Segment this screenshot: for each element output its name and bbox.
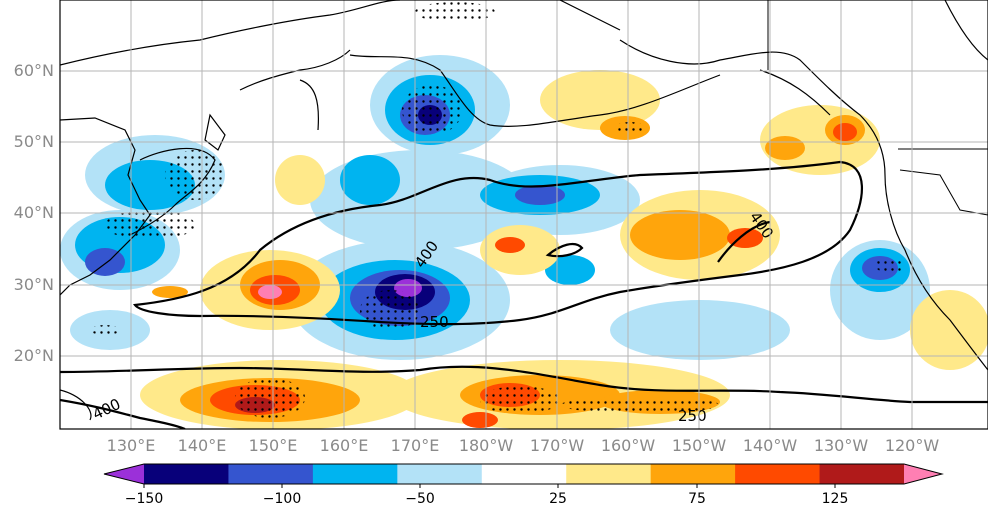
colorbar-arrow-min [104,464,144,484]
contour-lines [60,160,988,429]
colorbar-label-minus100: −100 [262,491,302,507]
anomaly-shading [60,55,988,429]
lon-label-140w: 140°W [742,436,798,455]
lon-label-150w: 150°W [671,436,727,455]
colorbar-segment [312,464,398,484]
significance-stippling [90,2,905,418]
colorbar-segment [819,464,905,484]
lat-label-20n: 20°N [13,346,54,365]
colorbar-segment [397,464,483,484]
colorbar-segment [650,464,736,484]
lat-label-40n: 40°N [13,203,54,222]
lon-label-130e: 130°E [106,436,156,455]
lon-label-130w: 130°W [813,436,869,455]
map-panel: 400 400 250 400 250 [60,0,988,429]
lon-label-140e: 140°E [177,436,227,455]
lon-label-180w: 180°W [458,436,514,455]
colorbar-arrow-max [904,464,942,484]
lon-label-120w: 120°W [884,436,940,455]
colorbar-label-125: 125 [821,491,849,507]
lon-label-160e: 160°E [319,436,369,455]
colorbar-segment [228,464,314,484]
lon-label-160w: 160°W [600,436,656,455]
contour-label-250-south: 250 [678,407,707,425]
colorbar-label-75: 75 [688,491,706,507]
lat-label-30n: 30°N [13,275,54,294]
lon-label-150e: 150°E [248,436,298,455]
lat-label-60n: 60°N [13,61,54,80]
colorbar-label-25: 25 [549,491,567,507]
map-frame [59,0,988,430]
colorbar-segment [566,464,652,484]
lon-label-170w: 170°W [529,436,585,455]
colorbar-label-minus150: −150 [124,491,164,507]
colorbar-segment [735,464,821,484]
lat-label-50n: 50°N [13,132,54,151]
colorbar-segment [144,464,229,484]
colorbar-ticks [143,484,836,488]
lon-label-170e: 170°E [390,436,440,455]
contour-label-400-south: 400 [90,395,124,423]
colorbar-segment [481,464,567,484]
contour-label-250-north: 250 [420,313,449,331]
colorbar-label-minus50: −50 [405,491,435,507]
coastlines [60,0,988,421]
graticule [60,0,988,429]
colorbar [103,463,944,488]
